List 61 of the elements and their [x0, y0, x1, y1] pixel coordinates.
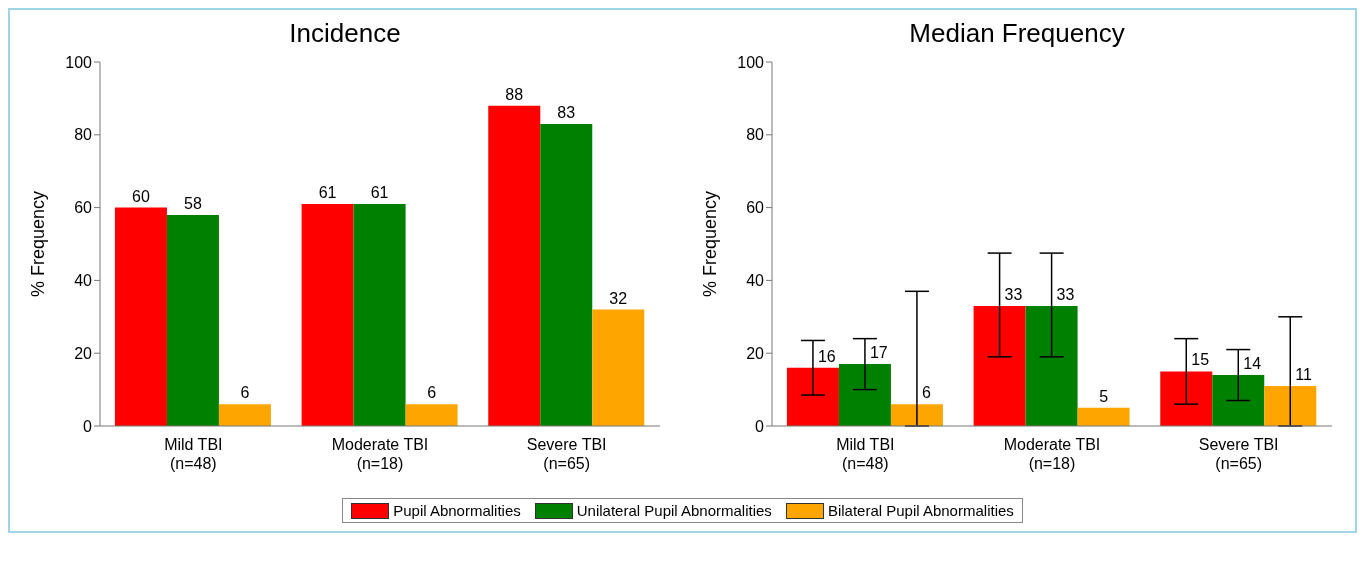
y-tick-label: 0 [755, 417, 765, 435]
x-tick-label: Mild TBI (n=48) [164, 436, 223, 472]
bar [890, 404, 943, 426]
data-label: 33 [1056, 285, 1075, 303]
data-label: 5 [1099, 387, 1109, 405]
data-label: 16 [817, 347, 836, 365]
data-label: 14 [1243, 355, 1262, 373]
bar [1077, 407, 1130, 426]
bar [973, 305, 1026, 426]
y-tick-label: 80 [746, 126, 765, 144]
bar [114, 207, 167, 426]
legend-label: Pupil Abnormalities [393, 502, 521, 519]
legend-label: Bilateral Pupil Abnormalities [827, 502, 1014, 519]
data-label: 61 [318, 183, 337, 201]
data-label: 60 [132, 187, 150, 205]
data-label: 88 [505, 85, 524, 103]
bar [838, 364, 891, 426]
y-axis-title: % Frequency [28, 190, 49, 298]
data-label: 15 [1191, 351, 1210, 369]
bar [405, 404, 458, 426]
legend-label: Unilateral Pupil Abnormalities [576, 502, 772, 519]
data-label: 11 [1295, 365, 1312, 383]
y-tick-label: 60 [74, 199, 93, 217]
y-tick-label: 40 [746, 272, 765, 290]
y-axis-title: % Frequency [700, 190, 721, 298]
bar [786, 367, 839, 426]
data-label: 61 [370, 183, 389, 201]
y-tick-label: 20 [74, 344, 93, 362]
data-label: 6 [240, 384, 250, 402]
data-label: 33 [1004, 285, 1023, 303]
data-label: 32 [609, 289, 628, 307]
bar [218, 404, 271, 426]
data-label: 6 [427, 384, 437, 402]
y-tick-label: 0 [83, 417, 93, 435]
bar [353, 203, 406, 426]
bar [592, 309, 645, 426]
y-tick-label: 100 [65, 53, 93, 71]
y-tick-label: 60 [746, 199, 765, 217]
x-tick-label: Moderate TBI (n=18) [331, 436, 429, 472]
bar [1025, 305, 1078, 426]
data-label: 83 [557, 103, 576, 121]
x-tick-label: Severe TBI (n=65) [1198, 436, 1279, 472]
bar [166, 214, 219, 426]
bar [1212, 375, 1265, 426]
data-label: 6 [921, 384, 931, 402]
x-tick-label: Severe TBI (n=65) [526, 436, 607, 472]
bar [1264, 385, 1317, 426]
x-tick-label: Mild TBI (n=48) [836, 436, 895, 472]
y-tick-label: 80 [74, 126, 93, 144]
y-tick-label: 20 [746, 344, 765, 362]
bar [488, 105, 541, 426]
x-tick-label: Moderate TBI (n=18) [1003, 436, 1101, 472]
bar [301, 203, 354, 426]
chart-title: Median Frequency [908, 18, 1126, 50]
chart-title: Incidence [288, 18, 402, 50]
y-tick-label: 40 [74, 272, 93, 290]
data-label: 58 [184, 194, 202, 212]
bar [1160, 371, 1213, 426]
bar [540, 123, 593, 426]
y-tick-label: 100 [737, 53, 765, 71]
data-label: 17 [869, 344, 888, 362]
